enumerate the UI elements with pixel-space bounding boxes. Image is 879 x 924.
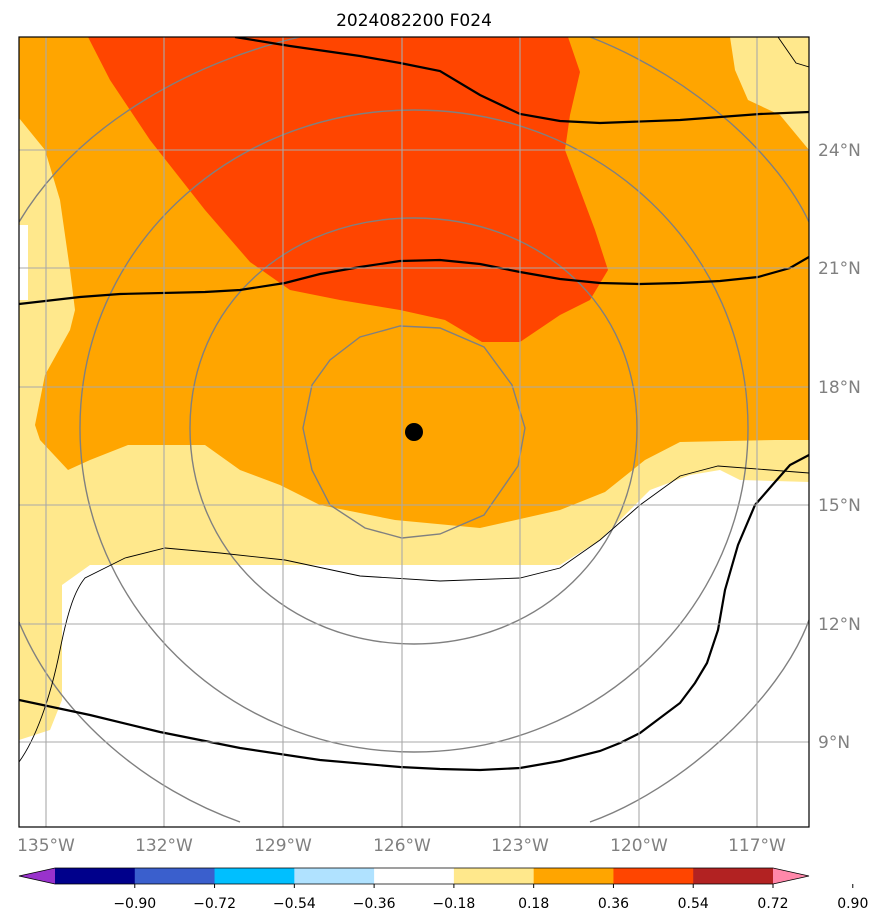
colorbar-tick-label: 0.90 <box>837 896 868 912</box>
fill-region-red <box>88 37 608 342</box>
colorbar-swatch <box>55 868 136 884</box>
thin-contour-corner <box>777 37 809 68</box>
colorbar-swatch <box>134 868 216 884</box>
storm-center-marker <box>405 423 423 441</box>
contour-ring-4 <box>19 37 809 823</box>
colorbar-swatch <box>374 868 455 884</box>
colorbar-extend-min <box>19 868 55 884</box>
lon-label: 135°W <box>17 836 75 856</box>
colorbar-tick-label: −0.54 <box>273 896 316 912</box>
map-panel <box>19 37 809 827</box>
latitude-labels: 24°N 21°N 18°N 15°N 12°N 9°N <box>818 141 861 753</box>
lon-label: 129°W <box>254 836 312 856</box>
lat-label: 15°N <box>818 496 861 516</box>
figure-title: 2024082200 F024 <box>336 11 492 31</box>
colorbar-extend-max <box>773 868 809 884</box>
concentric-contours <box>19 37 809 823</box>
colorbar-swatch <box>214 868 295 884</box>
colorbar-swatches <box>18 867 810 885</box>
contour-ring-1 <box>302 325 526 539</box>
colorbar-tick-label: −0.72 <box>193 896 236 912</box>
colorbar: −0.90 −0.72 −0.54 −0.36 −0.18 0.18 0.36 0.54 0.7… <box>18 867 868 912</box>
lon-label: 123°W <box>491 836 549 856</box>
colorbar-swatch <box>533 868 614 884</box>
colorbar-tick-label: 0.54 <box>678 896 709 912</box>
colorbar-tick-label: 0.18 <box>518 896 549 912</box>
lon-label: 126°W <box>373 836 431 856</box>
lat-label: 24°N <box>818 141 861 161</box>
colorbar-tick-label: 0.36 <box>598 896 629 912</box>
thick-contour-south <box>19 454 809 772</box>
longitude-labels: 135°W 132°W 129°W 126°W 123°W 120°W 117°… <box>17 836 786 856</box>
map-frame <box>18 36 810 828</box>
colorbar-tick-label: −0.36 <box>353 896 396 912</box>
lon-label: 120°W <box>610 836 668 856</box>
colorbar-tick-label: −0.18 <box>432 896 475 912</box>
colorbar-swatch <box>693 868 774 884</box>
thick-contour-middle <box>19 256 809 306</box>
colorbar-ticks: −0.90 −0.72 −0.54 −0.36 −0.18 0.18 0.36 0.54 0.7… <box>113 884 868 912</box>
lat-label: 18°N <box>818 378 861 398</box>
thick-contours <box>19 37 809 772</box>
colorbar-tick-label: −0.90 <box>113 896 156 912</box>
colorbar-swatch <box>294 868 375 884</box>
thick-contour-north <box>234 37 809 125</box>
lon-label: 132°W <box>135 836 193 856</box>
contour-ring-2 <box>189 217 638 645</box>
lat-label: 9°N <box>818 733 850 753</box>
thin-contour <box>19 465 809 763</box>
lon-label: 117°W <box>728 836 786 856</box>
contour-ring-3 <box>79 109 749 753</box>
lat-label: 21°N <box>818 259 861 279</box>
colorbar-swatch <box>453 868 535 884</box>
lat-label: 12°N <box>818 615 861 635</box>
fill-region-white-strip <box>19 225 28 300</box>
colorbar-swatch <box>613 868 694 884</box>
colorbar-tick-label: 0.72 <box>757 896 788 912</box>
grid-lines <box>19 37 809 827</box>
